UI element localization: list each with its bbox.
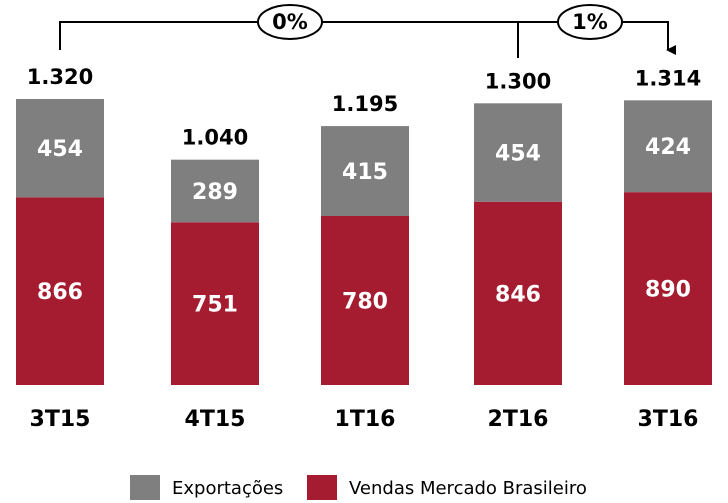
segment-label: 289: [192, 180, 238, 205]
segment-label: 751: [192, 293, 238, 318]
total-label: 1.314: [635, 66, 701, 90]
segment-label: 866: [37, 280, 83, 305]
segment-label: 454: [495, 142, 541, 167]
bar-segment: [474, 201, 562, 385]
segment-label: 424: [645, 135, 691, 160]
segment-label: 780: [342, 290, 388, 315]
bar-segment: [624, 100, 712, 193]
bar-segment: [321, 216, 409, 385]
bar-segment: [171, 159, 259, 223]
bar-segment: [624, 192, 712, 385]
total-label: 1.040: [182, 126, 248, 150]
annotation: 1%: [572, 10, 608, 34]
bar-segment: [16, 99, 104, 198]
annotation-bubble: [557, 4, 623, 40]
legend-swatch: [130, 475, 160, 500]
x-tick-label: 1T16: [335, 407, 396, 432]
x-tick-label: 4T15: [185, 407, 246, 432]
segment-label: 890: [645, 278, 691, 303]
segment-label: 415: [342, 160, 388, 185]
bar-segment: [321, 126, 409, 216]
bar-segment: [171, 222, 259, 385]
segment-label: 846: [495, 282, 541, 307]
legend-label: Exportações: [172, 478, 283, 499]
x-tick-label: 3T16: [638, 407, 699, 432]
annotation: 0%: [272, 10, 308, 34]
bar-segment: [474, 103, 562, 202]
total-label: 1.195: [332, 92, 398, 116]
bar-segment: [16, 197, 104, 385]
legend-label: Vendas Mercado Brasileiro: [349, 478, 587, 499]
total-label: 1.320: [27, 65, 93, 89]
total-label: 1.300: [485, 69, 551, 93]
annotation-bubble: [257, 4, 323, 40]
x-tick-label: 2T16: [488, 407, 549, 432]
legend-swatch: [307, 475, 337, 500]
segment-label: 454: [37, 137, 83, 162]
x-tick-label: 3T15: [30, 407, 91, 432]
